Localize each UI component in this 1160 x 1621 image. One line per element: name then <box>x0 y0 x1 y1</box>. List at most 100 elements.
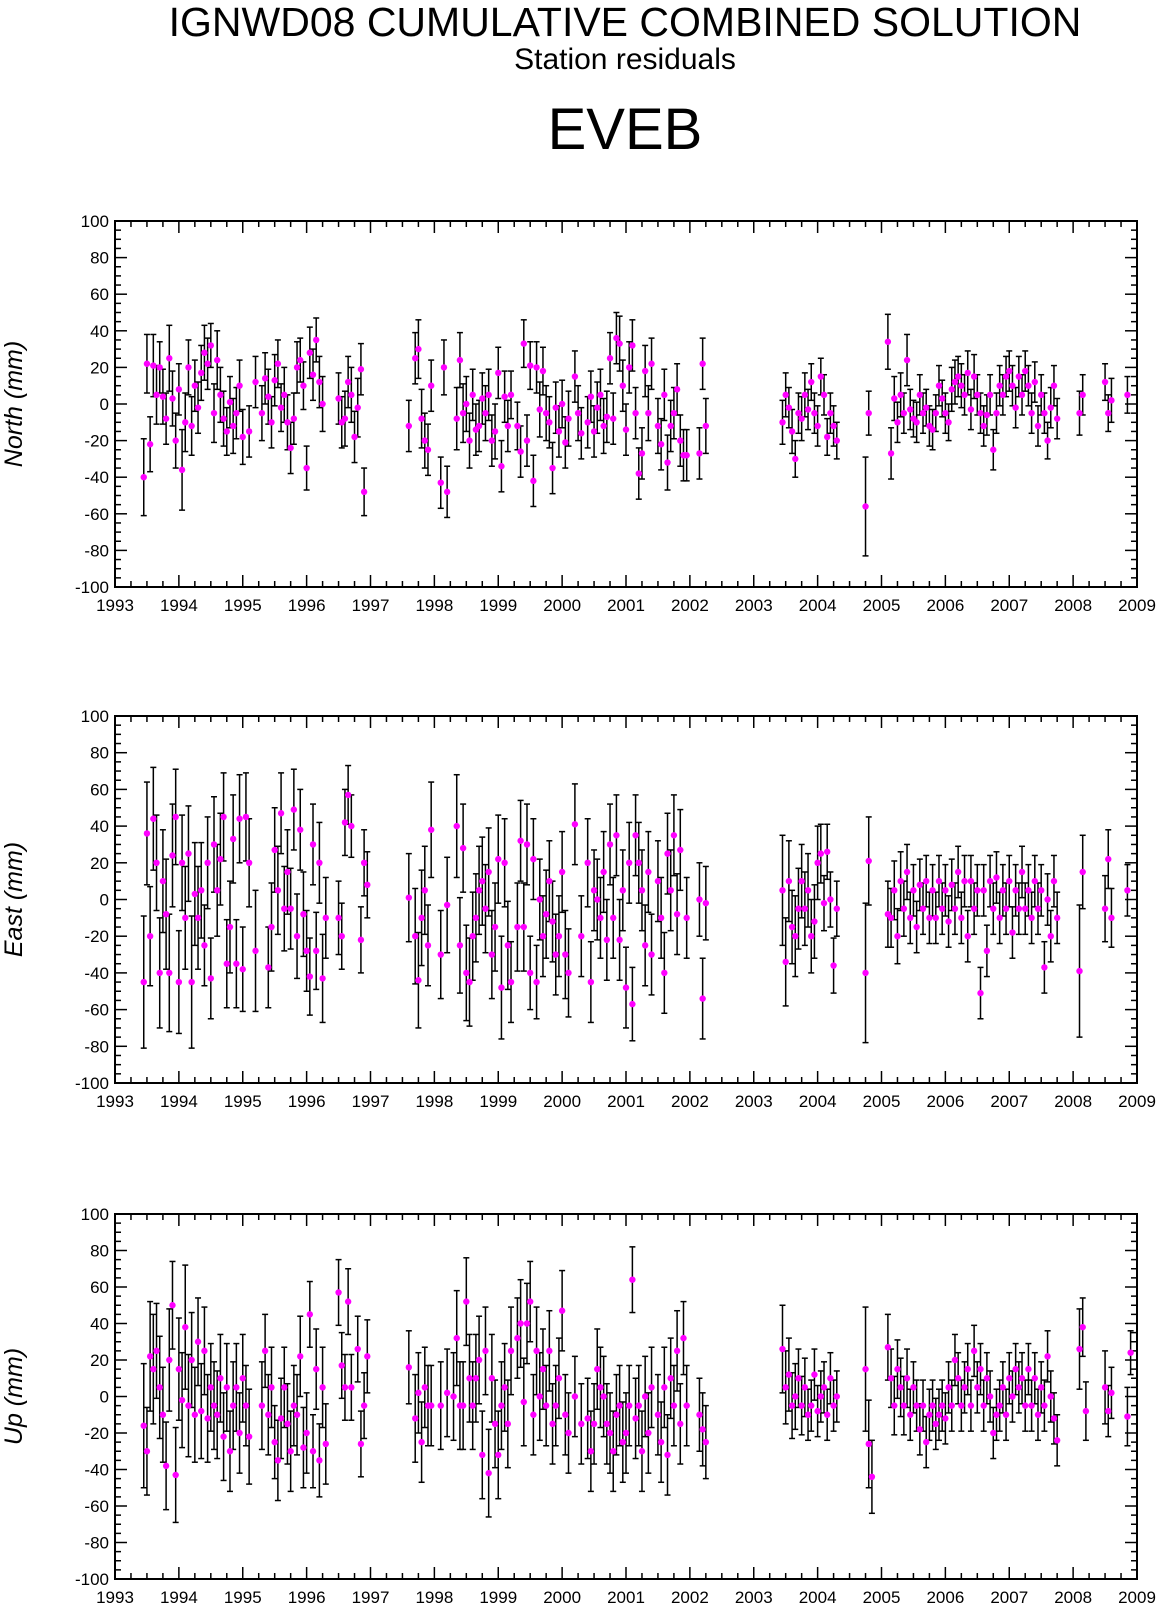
north-data-point <box>418 415 425 422</box>
north-data-point <box>533 364 540 371</box>
up-data-point <box>964 1365 971 1373</box>
north-data-point <box>1006 367 1013 375</box>
east-data-point <box>913 923 920 931</box>
north-data-point <box>233 409 240 417</box>
north-data-point <box>632 409 639 417</box>
north-data-point <box>1124 391 1131 399</box>
up-data-point <box>664 1451 671 1459</box>
east-data-point <box>530 855 537 863</box>
east-data-point <box>526 969 534 977</box>
up-x-tick-label: 1995 <box>224 1588 262 1607</box>
east-data-point <box>942 887 949 894</box>
north-x-tick-label: 2002 <box>671 596 709 615</box>
north-data-point <box>319 400 326 408</box>
east-data-point <box>479 877 486 885</box>
east-data-point <box>485 868 492 876</box>
north-y-tick-label: -100 <box>75 578 109 597</box>
east-data-point <box>523 841 531 848</box>
up-data-point <box>1002 1411 1010 1418</box>
up-x-tick-label: 1999 <box>479 1588 517 1607</box>
north-x-tick-label: 2006 <box>926 596 964 615</box>
north-data-point <box>166 355 173 362</box>
east-data-point <box>284 868 291 876</box>
north-data-point <box>140 474 147 481</box>
east-data-point <box>491 923 499 931</box>
up-data-point <box>1031 1375 1039 1382</box>
up-data-point <box>261 1347 269 1355</box>
up-data-point <box>894 1365 901 1373</box>
north-data-point <box>479 395 486 402</box>
north-data-point <box>344 378 352 386</box>
up-data-point <box>239 1375 246 1382</box>
north-data-point <box>360 488 368 496</box>
north-y-tick-label: 80 <box>90 249 109 268</box>
east-y-tick-label: -20 <box>84 927 109 946</box>
north-data-point <box>558 400 566 408</box>
north-data-point <box>1018 391 1026 399</box>
north-data-point <box>814 422 821 430</box>
up-data-point <box>696 1411 703 1418</box>
north-data-point <box>175 386 183 393</box>
north-data-point <box>172 437 179 444</box>
north-data-point <box>594 404 601 411</box>
up-data-point <box>495 1451 502 1459</box>
east-data-point <box>654 877 662 885</box>
up-data-point <box>1082 1407 1090 1415</box>
north-data-point <box>491 428 499 435</box>
east-data-point <box>638 887 646 894</box>
up-data-point <box>945 1384 952 1391</box>
up-data-point <box>1079 1323 1086 1331</box>
east-data-point <box>277 810 285 817</box>
east-data-point <box>792 933 799 940</box>
east-data-point <box>555 933 563 940</box>
up-data-point <box>265 1411 272 1418</box>
north-data-point <box>983 411 991 419</box>
up-data-point <box>450 1393 457 1400</box>
north-data-point <box>523 437 531 444</box>
north-data-point <box>526 362 534 369</box>
north-data-point <box>788 428 796 435</box>
east-y-tick-label: 0 <box>100 891 109 910</box>
north-data-point <box>622 426 630 433</box>
up-data-point <box>201 1347 208 1355</box>
east-data-point <box>696 896 703 903</box>
north-data-point <box>641 367 649 375</box>
up-data-point <box>1006 1375 1013 1382</box>
north-data-point <box>782 391 789 399</box>
up-data-point <box>951 1356 959 1364</box>
east-data-point <box>865 857 872 865</box>
north-data-point <box>258 409 266 417</box>
up-data-point <box>942 1415 949 1422</box>
east-data-point <box>833 905 840 912</box>
up-data-point <box>619 1438 627 1446</box>
north-data-point <box>277 404 285 411</box>
north-data-point <box>156 364 163 371</box>
east-x-tick-label: 1996 <box>288 1092 326 1111</box>
north-data-point <box>1044 437 1051 444</box>
north-data-point <box>948 386 955 393</box>
east-data-point <box>919 905 927 912</box>
east-data-point <box>894 933 901 940</box>
east-data-point <box>817 850 825 857</box>
east-data-point <box>587 978 595 986</box>
north-data-point <box>1053 415 1061 422</box>
north-data-point <box>300 382 307 389</box>
east-data-point <box>418 914 425 922</box>
north-data-point <box>1079 391 1086 399</box>
east-data-point <box>788 923 796 931</box>
up-data-point <box>338 1362 345 1369</box>
up-data-point <box>935 1411 943 1418</box>
up-data-point <box>405 1364 413 1371</box>
up-data-point <box>156 1384 163 1391</box>
up-data-point <box>226 1448 234 1455</box>
up-data-point <box>980 1402 987 1409</box>
up-data-point <box>233 1384 240 1391</box>
east-x-tick-label: 1993 <box>96 1092 134 1111</box>
east-data-point <box>316 859 323 866</box>
north-data-point <box>207 342 215 349</box>
east-data-point <box>830 962 837 969</box>
north-x-tick-label: 2000 <box>543 596 581 615</box>
north-data-point <box>817 373 825 380</box>
up-data-point <box>907 1411 914 1418</box>
north-data-point <box>552 404 559 411</box>
